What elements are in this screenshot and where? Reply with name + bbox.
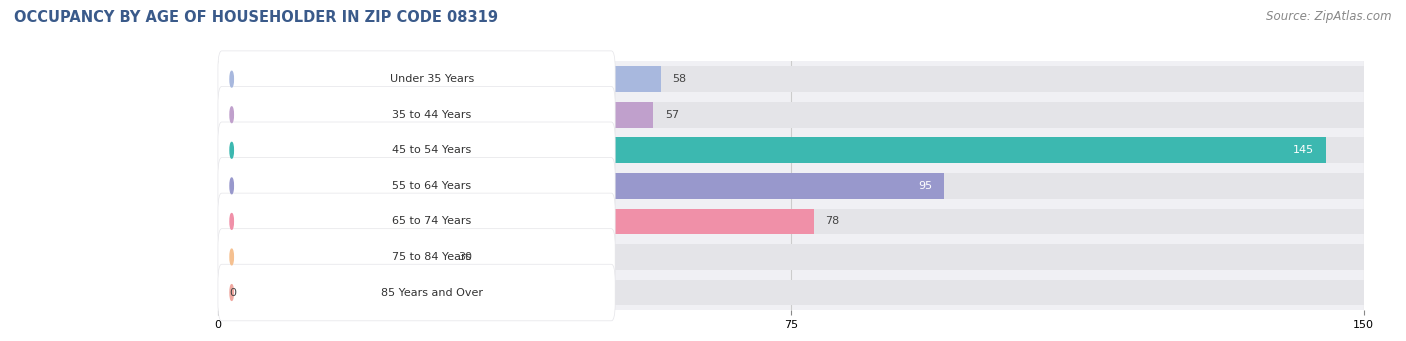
Bar [218,66,661,92]
FancyBboxPatch shape [218,51,616,107]
FancyBboxPatch shape [218,122,616,179]
Text: 65 to 74 Years: 65 to 74 Years [392,217,471,226]
Bar [218,244,447,270]
Text: 55 to 64 Years: 55 to 64 Years [392,181,471,191]
Bar [218,244,1364,270]
Text: OCCUPANCY BY AGE OF HOUSEHOLDER IN ZIP CODE 08319: OCCUPANCY BY AGE OF HOUSEHOLDER IN ZIP C… [14,10,498,25]
Text: 35 to 44 Years: 35 to 44 Years [392,110,471,120]
Bar [218,102,654,128]
Text: 57: 57 [665,110,679,120]
Text: 75 to 84 Years: 75 to 84 Years [392,252,471,262]
Text: Source: ZipAtlas.com: Source: ZipAtlas.com [1267,10,1392,23]
FancyBboxPatch shape [218,264,616,321]
FancyBboxPatch shape [218,229,616,285]
Circle shape [231,71,233,87]
FancyBboxPatch shape [218,158,616,214]
Circle shape [231,249,233,265]
Circle shape [231,285,233,300]
Bar [218,137,1364,163]
Bar [218,173,943,199]
Text: 58: 58 [672,74,686,84]
Circle shape [231,178,233,194]
Bar [218,209,1364,234]
Circle shape [231,107,233,123]
Bar [218,137,1326,163]
Circle shape [231,213,233,229]
Text: Under 35 Years: Under 35 Years [389,74,474,84]
FancyBboxPatch shape [218,193,616,250]
FancyBboxPatch shape [218,87,616,143]
Bar [218,102,1364,128]
Bar [218,280,1364,305]
Text: 78: 78 [825,217,839,226]
Text: 85 Years and Over: 85 Years and Over [381,287,482,298]
Text: 95: 95 [918,181,932,191]
Text: 45 to 54 Years: 45 to 54 Years [392,145,471,155]
Text: 145: 145 [1294,145,1315,155]
Text: 30: 30 [458,252,472,262]
Text: 0: 0 [229,287,236,298]
Bar [218,209,814,234]
Bar [218,66,1364,92]
Circle shape [231,143,233,158]
Bar [218,173,1364,199]
